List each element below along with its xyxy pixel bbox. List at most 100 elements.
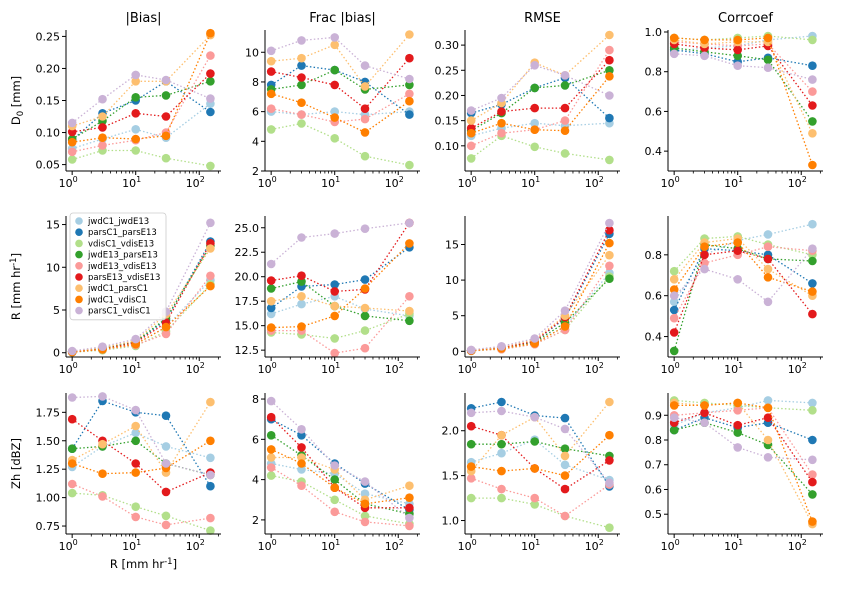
point-jwdC1_parsC1 bbox=[405, 30, 414, 39]
point-jwdE13_vdisE13 bbox=[67, 479, 77, 489]
y-tick-label: 0.6 bbox=[645, 483, 663, 496]
point-jwdC1_parsC1 bbox=[266, 453, 276, 462]
y-tick-label: 1.0 bbox=[645, 26, 663, 39]
series-line-jwdE13_vdisE13 bbox=[72, 55, 211, 153]
point-vdisC1_vdisE13 bbox=[330, 334, 340, 343]
point-jwdE13_parsE13 bbox=[808, 490, 817, 499]
y-tick-label: 0.9 bbox=[645, 409, 663, 422]
point-parsC1_parsE13 bbox=[297, 431, 306, 440]
point-parsE13_vdisE13 bbox=[330, 287, 340, 296]
point-jwdC1_parsC1 bbox=[808, 129, 817, 138]
point-parsE13_vdisE13 bbox=[405, 503, 414, 513]
series-line-jwdE13_vdisE13 bbox=[270, 466, 410, 527]
point-parsE13_vdisE13 bbox=[733, 420, 742, 430]
series-line-jwdC1_parsC1 bbox=[470, 34, 610, 122]
y-tick-label: 15 bbox=[445, 238, 459, 251]
x-tick-label: 102 bbox=[788, 175, 807, 190]
series-line-parsE13_vdisE13 bbox=[470, 59, 610, 129]
point-parsC1_parsE13 bbox=[405, 110, 414, 119]
point-jwdC1_vdisC1 bbox=[808, 287, 817, 296]
point-jwdC1_jwdE13 bbox=[297, 299, 306, 309]
series-line-parsC1_parsE13 bbox=[270, 246, 410, 309]
point-parsC1_vdisC1 bbox=[733, 443, 742, 452]
series-line-vdisC1_vdisE13 bbox=[271, 313, 410, 340]
y-tick-label: 6 bbox=[252, 433, 259, 446]
x-tick-exponent: 1 bbox=[738, 361, 743, 370]
point-parsC1_vdisC1 bbox=[605, 91, 614, 100]
point-parsC1_vdisC1 bbox=[497, 342, 506, 351]
point-jwdC1_jwdE13 bbox=[266, 309, 276, 319]
point-parsE13_vdisE13 bbox=[297, 73, 306, 82]
legend-label-parsE13_vdisE13: parsE13_vdisE13 bbox=[88, 273, 160, 283]
point-parsC1_parsE13 bbox=[497, 397, 506, 407]
point-jwdC1_vdisC1 bbox=[330, 311, 340, 321]
x-tick-label: 100 bbox=[661, 361, 680, 376]
point-jwdC1_vdisC1 bbox=[669, 33, 679, 43]
y-tick-label: 10 bbox=[245, 46, 259, 59]
y-tick-label: 0.6 bbox=[645, 290, 663, 303]
y-tick-label: 12.5 bbox=[235, 344, 260, 357]
y-tick-label: 2 bbox=[252, 514, 259, 527]
series-line-parsC1_vdisC1 bbox=[674, 417, 813, 461]
x-tick-exponent: 0 bbox=[73, 361, 78, 370]
x-tick-exponent: 0 bbox=[472, 175, 477, 184]
point-parsC1_parsE13 bbox=[161, 411, 171, 421]
x-tick-exponent: 1 bbox=[335, 538, 340, 547]
point-jwdC1_parsC1 bbox=[297, 292, 306, 301]
x-tick-label: 102 bbox=[385, 175, 404, 190]
y-tick-label: 25.0 bbox=[235, 222, 260, 235]
point-parsC1_vdisC1 bbox=[297, 425, 306, 434]
point-parsC1_vdisC1 bbox=[669, 291, 679, 301]
point-parsE13_vdisE13 bbox=[605, 225, 614, 235]
point-jwdC1_jwdE13 bbox=[360, 489, 370, 499]
point-jwdC1_jwdE13 bbox=[669, 297, 679, 307]
legend-marker-jwdE13_vdisE13 bbox=[75, 262, 83, 270]
x-tick-label: 102 bbox=[385, 361, 404, 376]
point-jwdE13_parsE13 bbox=[330, 65, 340, 75]
point-parsC1_vdisC1 bbox=[98, 94, 107, 104]
legend-marker-jwdC1_jwdE13 bbox=[75, 217, 83, 225]
y-tick-label: 0.8 bbox=[645, 66, 663, 79]
point-parsC1_parsE13 bbox=[206, 107, 215, 117]
y-axis-label: Zh [dBZ] bbox=[9, 438, 23, 489]
point-jwdC1_parsC1 bbox=[297, 453, 306, 462]
point-parsC1_vdisC1 bbox=[360, 477, 370, 486]
series-line-parsC1_parsE13 bbox=[471, 233, 610, 352]
point-jwdC1_vdisC1 bbox=[763, 33, 773, 43]
x-tick-exponent: 0 bbox=[472, 538, 477, 547]
x-tick-exponent: 2 bbox=[200, 175, 205, 184]
y-axis-label: R [mm hr-1] bbox=[9, 253, 23, 320]
point-jwdE13_vdisE13 bbox=[605, 261, 614, 271]
y-tick-label: 0.7 bbox=[645, 459, 663, 472]
series-line-vdisC1_vdisE13 bbox=[271, 474, 410, 525]
x-tick-exponent: 0 bbox=[472, 361, 477, 370]
point-parsC1_vdisC1 bbox=[497, 406, 506, 416]
point-jwdC1_vdisC1 bbox=[497, 118, 506, 128]
point-jwdC1_vdisC1 bbox=[405, 239, 414, 248]
point-parsC1_vdisC1 bbox=[206, 218, 215, 228]
y-tick-label: 20.0 bbox=[235, 271, 260, 284]
point-jwdC1_parsC1 bbox=[405, 481, 414, 491]
x-tick-label: 100 bbox=[59, 361, 78, 376]
point-jwdC1_vdisC1 bbox=[266, 89, 276, 99]
point-jwdC1_jwdE13 bbox=[330, 107, 340, 116]
point-jwdC1_vdisC1 bbox=[405, 96, 414, 106]
point-vdisC1_vdisE13 bbox=[466, 154, 476, 163]
point-parsE13_vdisE13 bbox=[700, 250, 709, 260]
x-tick-label: 100 bbox=[458, 361, 477, 376]
point-jwdE13_vdisE13 bbox=[98, 492, 107, 501]
series-line-jwdC1_jwdE13 bbox=[673, 399, 813, 426]
y-tick-label: 15.0 bbox=[235, 320, 260, 333]
y-tick-label: 1.5 bbox=[442, 470, 460, 483]
x-tick-exponent: 2 bbox=[599, 361, 604, 370]
point-parsE13_vdisE13 bbox=[808, 477, 817, 487]
point-parsE13_vdisE13 bbox=[297, 443, 306, 452]
point-jwdC1_vdisC1 bbox=[763, 403, 773, 413]
point-vdisC1_vdisE13 bbox=[67, 488, 77, 498]
point-jwdC1_jwdE13 bbox=[560, 460, 570, 470]
x-tick-exponent: 0 bbox=[73, 538, 78, 547]
point-jwdC1_jwdE13 bbox=[530, 118, 539, 128]
